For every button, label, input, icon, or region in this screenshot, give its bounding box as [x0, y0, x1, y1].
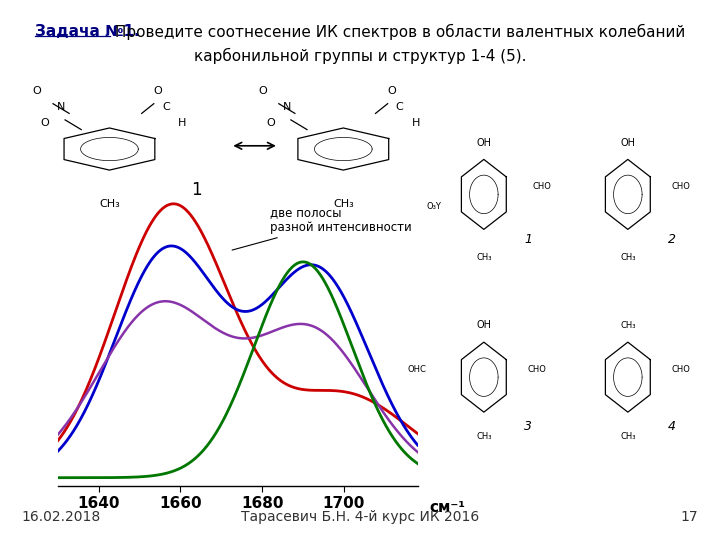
Text: 4: 4: [668, 420, 676, 433]
Text: C: C: [396, 102, 404, 112]
Text: O: O: [32, 86, 41, 96]
Text: 2: 2: [668, 233, 676, 246]
Text: CHO: CHO: [671, 182, 690, 191]
Text: OH: OH: [621, 138, 635, 148]
Text: O: O: [266, 118, 275, 129]
Text: карбонильной группы и структур 1-4 (5).: карбонильной группы и структур 1-4 (5).: [194, 48, 526, 64]
Text: CH₃: CH₃: [620, 431, 636, 441]
Text: H: H: [412, 118, 420, 129]
Text: CH₃: CH₃: [333, 199, 354, 210]
Text: N: N: [283, 102, 291, 112]
Text: CH₃: CH₃: [476, 431, 492, 441]
Text: 1: 1: [192, 181, 202, 199]
Text: OH: OH: [477, 320, 491, 330]
Text: 1: 1: [524, 233, 532, 246]
Text: CHO: CHO: [527, 365, 546, 374]
Text: CH₃: CH₃: [476, 253, 492, 262]
Text: см⁻¹: см⁻¹: [430, 500, 466, 515]
Text: Задача №1.: Задача №1.: [35, 24, 139, 39]
Text: Тарасевич Б.Н. 4-й курс ИК 2016: Тарасевич Б.Н. 4-й курс ИК 2016: [241, 510, 479, 524]
Text: O: O: [387, 86, 396, 96]
Text: N: N: [57, 102, 66, 112]
Text: O: O: [153, 86, 162, 96]
Text: Проведите соотнесение ИК спектров в области валентных колебаний: Проведите соотнесение ИК спектров в обла…: [110, 24, 685, 40]
Text: OHC: OHC: [408, 365, 426, 374]
Text: CHO: CHO: [671, 365, 690, 374]
Text: O: O: [258, 86, 267, 96]
Text: 17: 17: [681, 510, 698, 524]
Text: O: O: [40, 118, 49, 129]
Text: O₃Y: O₃Y: [426, 201, 441, 211]
Text: 16.02.2018: 16.02.2018: [22, 510, 101, 524]
Text: CHO: CHO: [533, 182, 552, 191]
Text: две полосы
разной интенсивности: две полосы разной интенсивности: [232, 206, 412, 250]
Text: C: C: [162, 102, 170, 112]
Text: CH₃: CH₃: [620, 321, 636, 330]
Text: OH: OH: [477, 138, 491, 148]
Text: 3: 3: [524, 420, 532, 433]
Text: CH₃: CH₃: [620, 253, 636, 262]
Text: CH₃: CH₃: [99, 199, 120, 210]
Text: H: H: [178, 118, 186, 129]
